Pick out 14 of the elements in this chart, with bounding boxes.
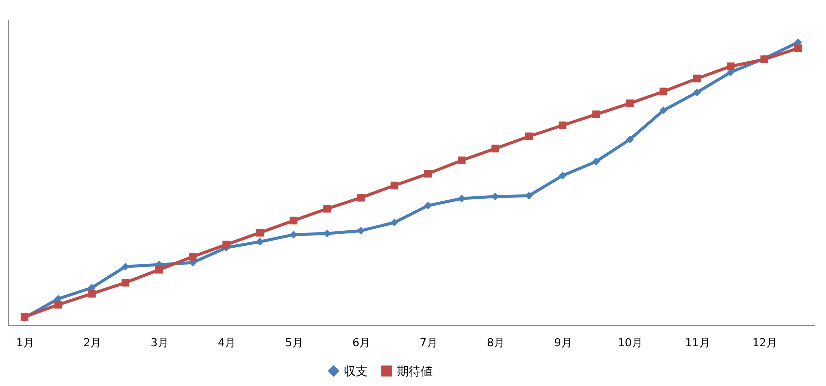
x-tick-label: 6月 [352,336,371,350]
legend-label: 収支 [344,364,368,378]
x-tick-label: 1月 [16,336,34,350]
x-tick-label: 5月 [285,336,304,350]
x-tick-label: 12月 [752,336,778,350]
x-tick-label: 11月 [685,336,710,350]
x-tick-label: 8月 [487,336,506,350]
legend-label: 期待値 [397,364,433,378]
x-tick-label: 7月 [420,336,438,350]
x-tick-label: 10月 [618,336,644,350]
x-tick-label: 2月 [84,336,102,350]
x-tick-label: 9月 [554,336,572,350]
x-tick-label: 4月 [218,336,236,350]
x-tick-label: 3月 [150,336,169,350]
